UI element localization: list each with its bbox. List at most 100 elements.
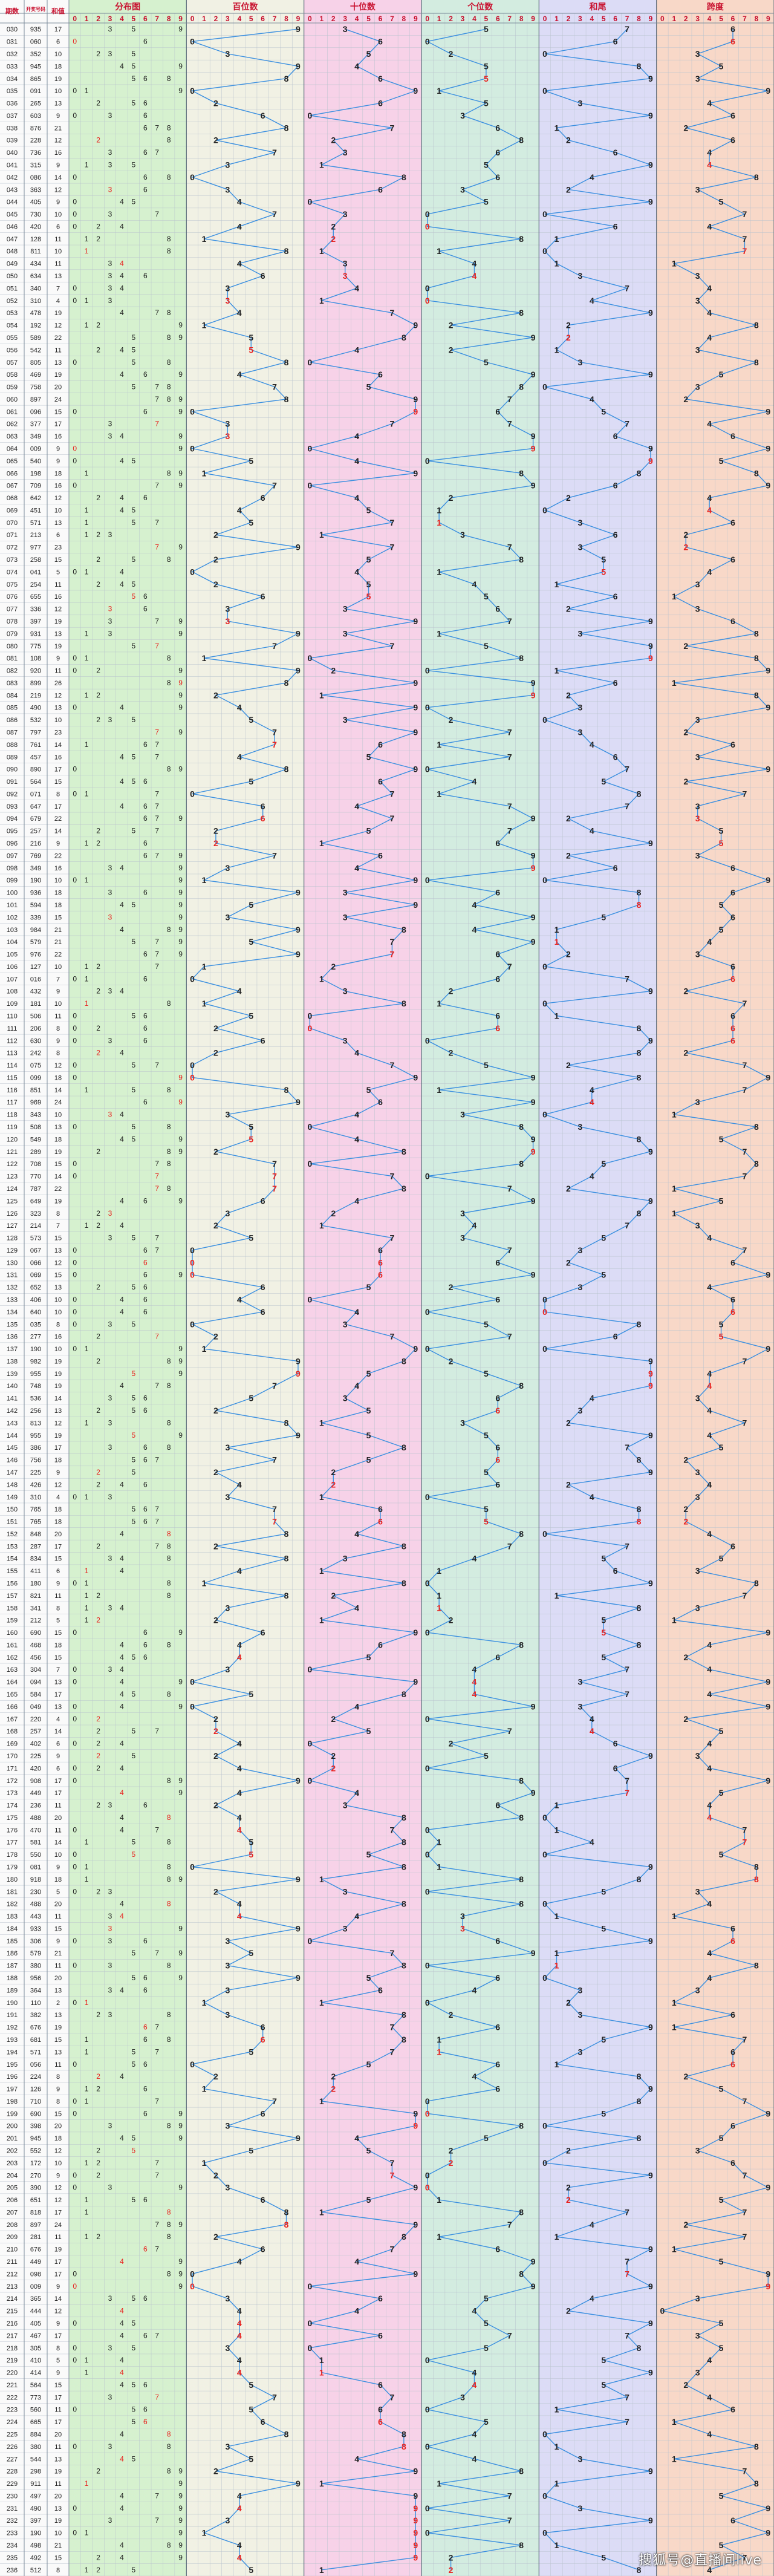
distribution-digit: 5 (132, 716, 136, 724)
issue-cell: 212 (7, 2271, 18, 2278)
trend-point-span: 4 (707, 1973, 712, 1983)
trend-point-u: 9 (531, 444, 536, 454)
trend-point-tail: 9 (648, 160, 653, 170)
number-cell: 426 (30, 1481, 41, 1489)
sum-cell: 15 (54, 1629, 62, 1637)
distribution-digit: 5 (132, 592, 136, 601)
issue-cell: 188 (7, 1975, 18, 1982)
trend-point-t: 7 (390, 641, 395, 651)
distribution-digit: 9 (178, 889, 183, 897)
trend-point-t: 5 (366, 579, 371, 589)
trend-point-h: 6 (261, 2245, 265, 2254)
trend-point-tail: 9 (648, 2467, 653, 2476)
distribution-digit: 3 (108, 2183, 112, 2192)
sum-cell: 13 (54, 2456, 62, 2463)
distribution-digit: 0 (73, 1024, 77, 1032)
trend-point-h: 3 (225, 1208, 230, 1218)
distribution-digit: 5 (132, 62, 136, 70)
distribution-digit: 1 (85, 1591, 89, 1600)
distribution-digit: 7 (155, 383, 159, 391)
distribution-digit: 9 (178, 814, 183, 823)
distribution-digit: 0 (73, 2405, 77, 2414)
trend-point-u: 6 (495, 1455, 500, 1465)
issue-cell: 130 (7, 1259, 18, 1267)
trend-section-t: 3654696072318603221334179840659974049045… (307, 24, 418, 2575)
distribution-digit: 4 (120, 1986, 124, 1994)
distribution-digit: 4 (120, 2134, 124, 2142)
sum-cell: 9 (56, 2320, 60, 2327)
trend-point-tail: 8 (637, 468, 642, 478)
trend-point-u: 9 (531, 481, 536, 491)
trend-point-span: 4 (707, 1369, 712, 1378)
trend-point-tail: 1 (554, 1911, 559, 1921)
issue-cell: 145 (7, 1444, 18, 1452)
trend-point-span: 7 (743, 1591, 747, 1600)
sum-cell: 11 (54, 1802, 61, 1810)
trend-point-h: 6 (261, 493, 265, 503)
number-cell: 552 (30, 2148, 41, 2155)
trend-point-t: 2 (331, 2072, 336, 2081)
number-cell: 457 (30, 754, 41, 761)
trend-point-t: 7 (390, 2245, 395, 2254)
trend-point-t: 4 (354, 1307, 359, 1317)
sum-cell: 6 (56, 1765, 60, 1772)
distribution-digit: 8 (167, 469, 171, 477)
number-cell: 469 (30, 371, 41, 379)
trend-point-t: 1 (319, 2368, 324, 2378)
trend-point-tail: 8 (637, 900, 642, 910)
issue-cell: 111 (7, 1025, 18, 1032)
distribution-digit: 1 (85, 1418, 89, 1427)
trend-point-span: 6 (730, 1936, 735, 1946)
trend-point-h: 2 (213, 1147, 218, 1156)
trend-point-u: 0 (425, 1763, 430, 1773)
number-cell: 225 (30, 1753, 41, 1760)
trend-point-tail: 2 (566, 950, 571, 959)
distribution-digit: 9 (178, 2516, 183, 2525)
trend-point-h: 3 (225, 863, 230, 873)
distribution-digit: 3 (108, 1986, 112, 1994)
distribution-digit: 9 (178, 2220, 183, 2229)
distribution-digit: 0 (73, 2529, 77, 2537)
distribution-digit: 1 (85, 2159, 89, 2167)
header-digit-label: 4 (472, 15, 476, 23)
distribution-digit: 9 (178, 1628, 183, 1637)
trend-point-u: 0 (425, 37, 430, 47)
trend-point-span: 3 (695, 1467, 700, 1477)
sum-cell: 20 (54, 2123, 62, 2130)
distribution-digit: 1 (85, 567, 89, 576)
trend-point-span: 7 (743, 999, 747, 1008)
distribution-digit: 5 (132, 1690, 136, 1698)
trend-point-t: 9 (413, 875, 418, 885)
trend-point-h: 5 (249, 2146, 253, 2156)
distribution-digit: 6 (143, 2196, 148, 2204)
trend-point-tail: 3 (577, 1701, 582, 1711)
trend-point-t: 8 (402, 1813, 406, 1822)
distribution-digit: 5 (132, 99, 136, 108)
distribution-digit: 0 (73, 703, 77, 712)
distribution-digit: 0 (73, 1850, 77, 1859)
issue-cell: 036 (7, 100, 18, 108)
trend-point-u: 9 (531, 1948, 536, 1958)
distribution-digit: 6 (143, 2023, 148, 2032)
trend-point-u: 5 (484, 61, 489, 71)
trend-point-h: 9 (296, 666, 301, 676)
number-cell: 955 (30, 1432, 41, 1440)
trend-point-u: 5 (484, 2318, 489, 2328)
sum-cell: 6 (56, 1741, 60, 1748)
sum-cell: 15 (54, 1925, 62, 1932)
trend-point-u: 3 (460, 1110, 465, 1120)
distribution-digit: 8 (167, 308, 171, 317)
sum-cell: 8 (56, 791, 60, 798)
trend-point-u: 3 (460, 1923, 465, 1933)
trend-point-span: 5 (719, 370, 724, 379)
distribution-digit: 0 (73, 1998, 77, 2007)
number-cell: 212 (30, 1617, 41, 1625)
trend-point-h: 3 (225, 184, 230, 194)
distribution-digit: 7 (155, 2245, 159, 2254)
trend-point-tail: 6 (613, 752, 618, 761)
number-cell: 536 (30, 1395, 41, 1403)
issue-cell: 120 (7, 1136, 18, 1143)
distribution-digit: 6 (143, 123, 148, 132)
issue-cell: 229 (7, 2480, 18, 2488)
